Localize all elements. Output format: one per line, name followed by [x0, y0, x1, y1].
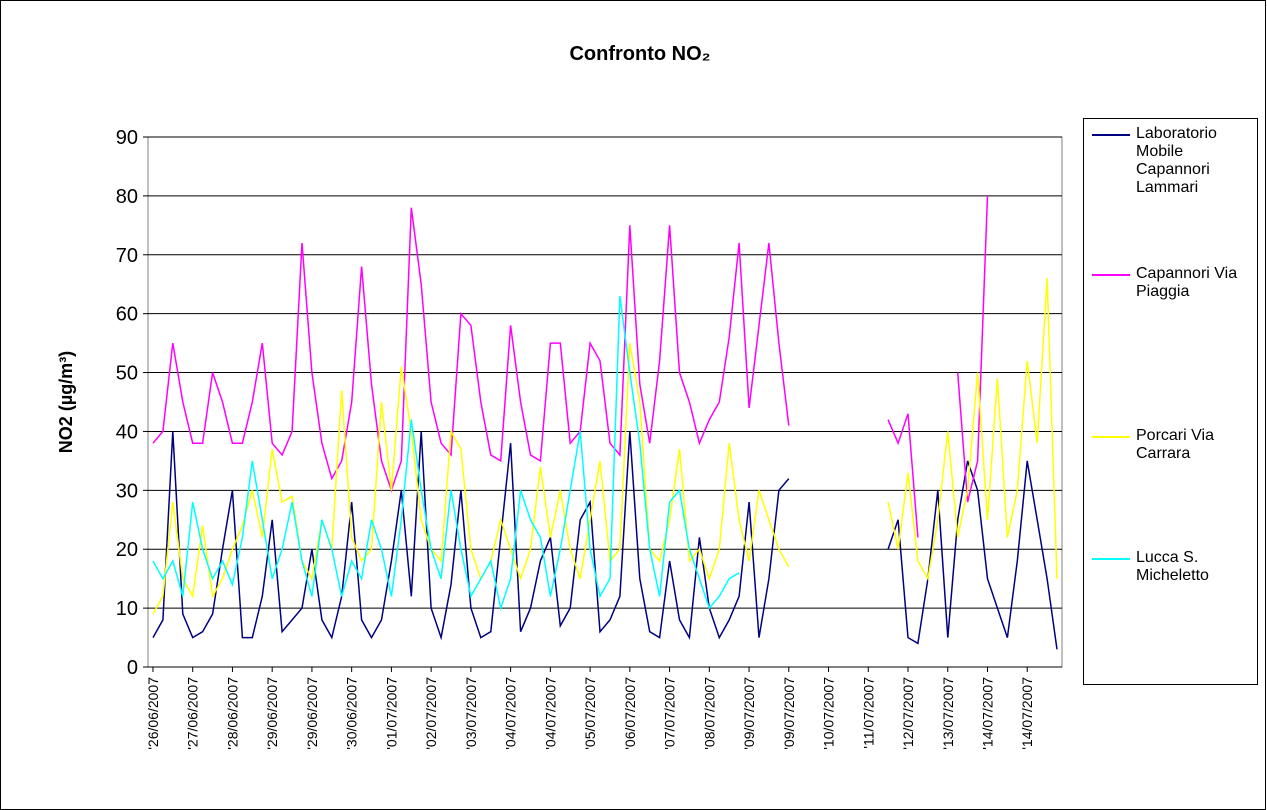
series-line	[152, 295, 740, 611]
y-tick-label: 50	[116, 363, 138, 385]
legend-entry: Capannori Via Piaggia	[1092, 265, 1257, 301]
y-tick-label: 30	[116, 480, 138, 502]
x-tick-label: '29/06/2007	[264, 677, 280, 750]
chart-title: Confronto NO₂	[569, 43, 710, 65]
y-tick-label: 40	[116, 421, 138, 443]
y-tick-label: 20	[116, 539, 138, 561]
y-tick-label: 80	[116, 186, 138, 208]
y-axis-label: NO2 (µg/m³)	[56, 351, 76, 453]
x-tick-label: '26/06/2007	[145, 677, 161, 750]
legend: Laboratorio Mobile Capannori Lammari Capa…	[1083, 118, 1258, 685]
x-tick-label: '07/07/2007	[662, 677, 678, 750]
x-tick-label: '05/07/2007	[582, 677, 598, 750]
legend-label: Capannori Via Piaggia	[1136, 265, 1238, 300]
legend-entry: Laboratorio Mobile Capannori Lammari	[1092, 125, 1257, 197]
legend-swatch	[1092, 436, 1130, 438]
x-tick-label: '14/07/2007	[1019, 677, 1035, 750]
x-tick-label: '09/07/2007	[781, 677, 797, 750]
x-tick-label: '14/07/2007	[979, 677, 995, 750]
x-tick-label: '27/06/2007	[185, 677, 201, 750]
x-tick-label: '01/07/2007	[383, 677, 399, 750]
x-tick-label: '03/07/2007	[463, 677, 479, 750]
legend-entry: Porcari Via Carrara	[1092, 427, 1257, 463]
legend-swatch	[1092, 558, 1130, 560]
legend-swatch	[1092, 134, 1130, 136]
x-tick-label: '09/07/2007	[741, 677, 757, 750]
series-line	[152, 278, 1058, 615]
legend-swatch	[1092, 274, 1130, 276]
x-tick-label: '10/07/2007	[821, 677, 837, 750]
y-tick-label: 0	[127, 657, 138, 679]
x-tick-label: '04/07/2007	[542, 677, 558, 750]
y-tick-label: 70	[116, 245, 138, 267]
legend-entry: Lucca S. Micheletto	[1092, 549, 1257, 585]
x-tick-label: '29/06/2007	[304, 677, 320, 750]
legend-label: Lucca S. Micheletto	[1136, 549, 1209, 584]
legend-label: Porcari Via Carrara	[1136, 427, 1214, 462]
x-tick-label: '02/07/2007	[423, 677, 439, 750]
y-tick-label: 60	[116, 304, 138, 326]
y-tick-label: 10	[116, 598, 138, 620]
series-line	[152, 431, 1058, 650]
x-tick-label: '28/06/2007	[224, 677, 240, 750]
x-tick-label: '08/07/2007	[701, 677, 717, 750]
series-line	[152, 195, 989, 538]
x-tick-label: '06/07/2007	[622, 677, 638, 750]
x-tick-label: '11/07/2007	[860, 677, 876, 749]
x-tick-label: '04/07/2007	[503, 677, 519, 750]
y-tick-label: 90	[116, 127, 138, 149]
x-tick-label: '12/07/2007	[900, 677, 916, 750]
legend-label: Laboratorio Mobile Capannori Lammari	[1136, 125, 1217, 196]
x-tick-label: '30/06/2007	[344, 677, 360, 750]
x-tick-label: '13/07/2007	[940, 677, 956, 750]
